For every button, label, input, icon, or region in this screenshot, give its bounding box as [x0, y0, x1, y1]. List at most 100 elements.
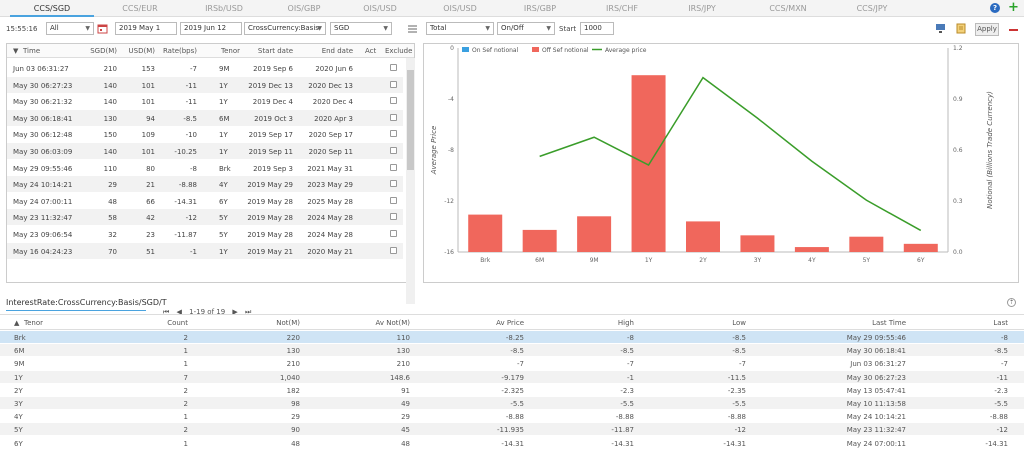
date-from-field[interactable]: 2019 May 1 [115, 22, 177, 35]
summary-row[interactable]: 9M 1 210 210 -7 -7 -7 Jun 03 06:31:27 -7 [0, 357, 1024, 369]
start-input[interactable]: 1000 [580, 22, 614, 35]
col-last-time[interactable]: Last Time [872, 319, 906, 327]
sort-desc-icon[interactable]: ▼ [13, 47, 19, 55]
currency-select[interactable]: SGD ▼ [330, 22, 392, 35]
scope-select[interactable]: All ▼ [46, 22, 94, 35]
table-row[interactable]: May 30 06:21:32 140 101 -11 1Y 2019 Dec 4 2020… [7, 93, 403, 109]
table-row[interactable]: May 24 07:00:11 48 66 -14.31 6Y 2019 May 28 20… [7, 193, 403, 209]
summary-cell: -2.3 [620, 386, 634, 395]
col-low[interactable]: Low [732, 319, 746, 327]
tab-ois-usd-2[interactable]: OIS/USD [443, 4, 477, 13]
col-rate[interactable]: Rate(bps) [162, 47, 197, 55]
table-row[interactable]: May 24 10:14:21 29 21 -8.88 4Y 2019 May 29 202… [7, 176, 403, 193]
prev-page-icon[interactable]: ◀ [176, 308, 182, 316]
tab-irs-chf[interactable]: IRS/CHF [606, 4, 638, 13]
summary-row[interactable]: 4Y 1 29 29 -8.88 -8.88 -8.88 May 24 10:14:21 -8.… [0, 410, 1024, 422]
table-row[interactable]: May 30 06:03:09 140 101 -10.25 1Y 2019 Sep 11… [7, 143, 403, 159]
tab-ois-gbp[interactable]: OIS/GBP [287, 4, 321, 13]
tab-ccs-mxn[interactable]: CCS/MXN [769, 4, 807, 13]
total-select[interactable]: Total ▼ [426, 22, 494, 35]
table-cell: 66 [146, 197, 155, 206]
col-count[interactable]: Count [167, 319, 188, 327]
exclude-checkbox[interactable] [390, 180, 397, 188]
col-sgd[interactable]: SGD(M) [90, 47, 117, 55]
monitor-icon[interactable] [935, 23, 946, 34]
next-page-icon[interactable]: ▶ [232, 308, 238, 316]
table-row[interactable]: May 30 06:27:23 140 101 -11 1Y 2019 Dec 13 202… [7, 76, 403, 93]
summary-cell: -12 [996, 426, 1008, 435]
scrollbar-thumb[interactable] [407, 70, 414, 170]
summary-cell: -8.88 [505, 413, 524, 422]
exclude-checkbox[interactable] [390, 97, 397, 105]
summary-row[interactable]: 6Y 1 48 48 -14.31 -14.31 -14.31 May 24 07:00:11… [0, 437, 1024, 449]
col-usd[interactable]: USD(M) [128, 47, 155, 55]
col-high[interactable]: High [617, 319, 634, 327]
table-row[interactable]: May 29 09:55:46 110 80 -8 Brk 2019 Sep 3 2021 … [7, 160, 403, 176]
summary-row[interactable]: 2Y 2 182 91 -2.325 -2.3 -2.35 May 13 05:47:41 -2… [0, 384, 1024, 396]
tab-ois-usd[interactable]: OIS/USD [363, 4, 397, 13]
table-row[interactable]: May 23 11:32:47 58 42 -12 5Y 2019 May 28 2024 … [7, 209, 403, 226]
date-to-field[interactable]: 2019 Jun 12 [180, 22, 242, 35]
tab-irsb-usd[interactable]: IRSb/USD [205, 4, 243, 13]
summary-cell: May 30 06:27:23 [846, 373, 906, 382]
col-exclude[interactable]: Exclude [385, 47, 413, 55]
exclude-checkbox[interactable] [390, 230, 397, 237]
export-icon[interactable] [956, 23, 967, 34]
sort-asc-icon[interactable]: ▲ [14, 319, 20, 327]
exclude-checkbox[interactable] [390, 213, 397, 221]
col-tenor[interactable]: Tenor [221, 47, 240, 55]
first-page-icon[interactable]: ⏮ [163, 308, 170, 316]
apply-button[interactable]: Apply [975, 23, 999, 36]
onoff-select[interactable]: On/Off ▼ [497, 22, 555, 35]
remove-icon[interactable] [1009, 29, 1018, 31]
exclude-checkbox[interactable] [390, 147, 397, 154]
total-value: Total [430, 24, 447, 32]
trades-scrollbar[interactable] [406, 58, 415, 304]
col-tenor[interactable]: Tenor [24, 319, 43, 327]
col-not[interactable]: Not(M) [276, 319, 300, 327]
help-icon[interactable]: ? [990, 3, 1000, 13]
table-cell: -10.25 [174, 148, 197, 156]
legend-swatch-off-sef [532, 47, 539, 52]
exclude-checkbox[interactable] [390, 113, 397, 121]
exclude-checkbox[interactable] [390, 80, 397, 88]
summary-row[interactable]: 1Y 7 1,040 148.6 -9.179 -1 -11.5 May 30 06:27:2… [0, 370, 1024, 383]
table-cell: -11 [185, 98, 197, 107]
exclude-checkbox[interactable] [390, 130, 397, 138]
tab-ccs-eur[interactable]: CCS/EUR [122, 4, 158, 13]
filter-list-icon[interactable] [407, 23, 418, 34]
tab-ccs-sgd[interactable]: CCS/SGD [10, 0, 94, 17]
add-tab-icon[interactable]: + [1008, 0, 1019, 15]
summary-row[interactable]: 3Y 2 98 49 -5.5 -5.5 -5.5 May 10 11:13:58 -5.5 [0, 397, 1024, 409]
table-row[interactable]: May 16 04:24:23 70 51 -1 1Y 2019 May 21 2020 M… [7, 242, 403, 259]
summary-cell: 210 [396, 360, 410, 369]
exclude-checkbox[interactable] [390, 163, 397, 171]
collapse-icon[interactable]: ⇡ [1007, 298, 1016, 307]
table-row[interactable]: May 30 06:12:48 150 109 -10 1Y 2019 Sep 17 202… [7, 126, 403, 142]
summary-row[interactable]: Brk 2 220 110 -8.25 -8 -8.5 May 29 09:55:46 -8 [0, 331, 1024, 343]
last-page-icon[interactable]: ⏭ [245, 308, 252, 316]
col-act[interactable]: Act [365, 47, 377, 55]
exclude-checkbox[interactable] [390, 246, 397, 254]
tab-ccs-jpy[interactable]: CCS/JPY [856, 4, 888, 13]
col-end-date[interactable]: End date [321, 47, 353, 55]
table-row[interactable]: Jun 03 06:31:27 210 153 -7 9M 2019 Sep 6 2020 … [7, 60, 403, 76]
summary-row[interactable]: 5Y 2 90 45 -11.935 -11.87 -12 May 23 11:32:47 -1… [0, 423, 1024, 436]
summary-cell: -2.3 [994, 386, 1008, 395]
tab-irs-gbp[interactable]: IRS/GBP [523, 4, 557, 13]
notional-chart: 0 -4 -8 -12 -16 1.2 0.9 0.6 0.3 0.0 Brk 6M 9M 1Y 2Y 3Y 4… [430, 45, 994, 264]
exclude-checkbox[interactable] [390, 64, 397, 71]
table-row[interactable]: May 30 06:18:41 130 94 -8.5 6M 2019 Oct 3 2020… [7, 109, 403, 126]
summary-cell: -11.87 [611, 426, 634, 435]
calendar-icon[interactable] [97, 23, 108, 34]
col-av-price[interactable]: Av Price [496, 319, 524, 327]
col-last[interactable]: Last [993, 319, 1008, 327]
summary-row[interactable]: 6M 1 130 130 -8.5 -8.5 -8.5 May 30 06:18:41 -8.5 [0, 344, 1024, 357]
table-row[interactable]: May 23 09:06:54 32 23 -11.87 5Y 2019 May 28 20… [7, 226, 403, 242]
exclude-checkbox[interactable] [390, 196, 397, 204]
tab-irs-jpy[interactable]: IRS/JPY [688, 4, 716, 13]
col-time[interactable]: Time [23, 47, 41, 55]
product-select[interactable]: CrossCurrency:Basis ▼ [244, 22, 326, 35]
col-start-date[interactable]: Start date [257, 47, 293, 55]
col-av-not[interactable]: Av Not(M) [375, 319, 410, 327]
